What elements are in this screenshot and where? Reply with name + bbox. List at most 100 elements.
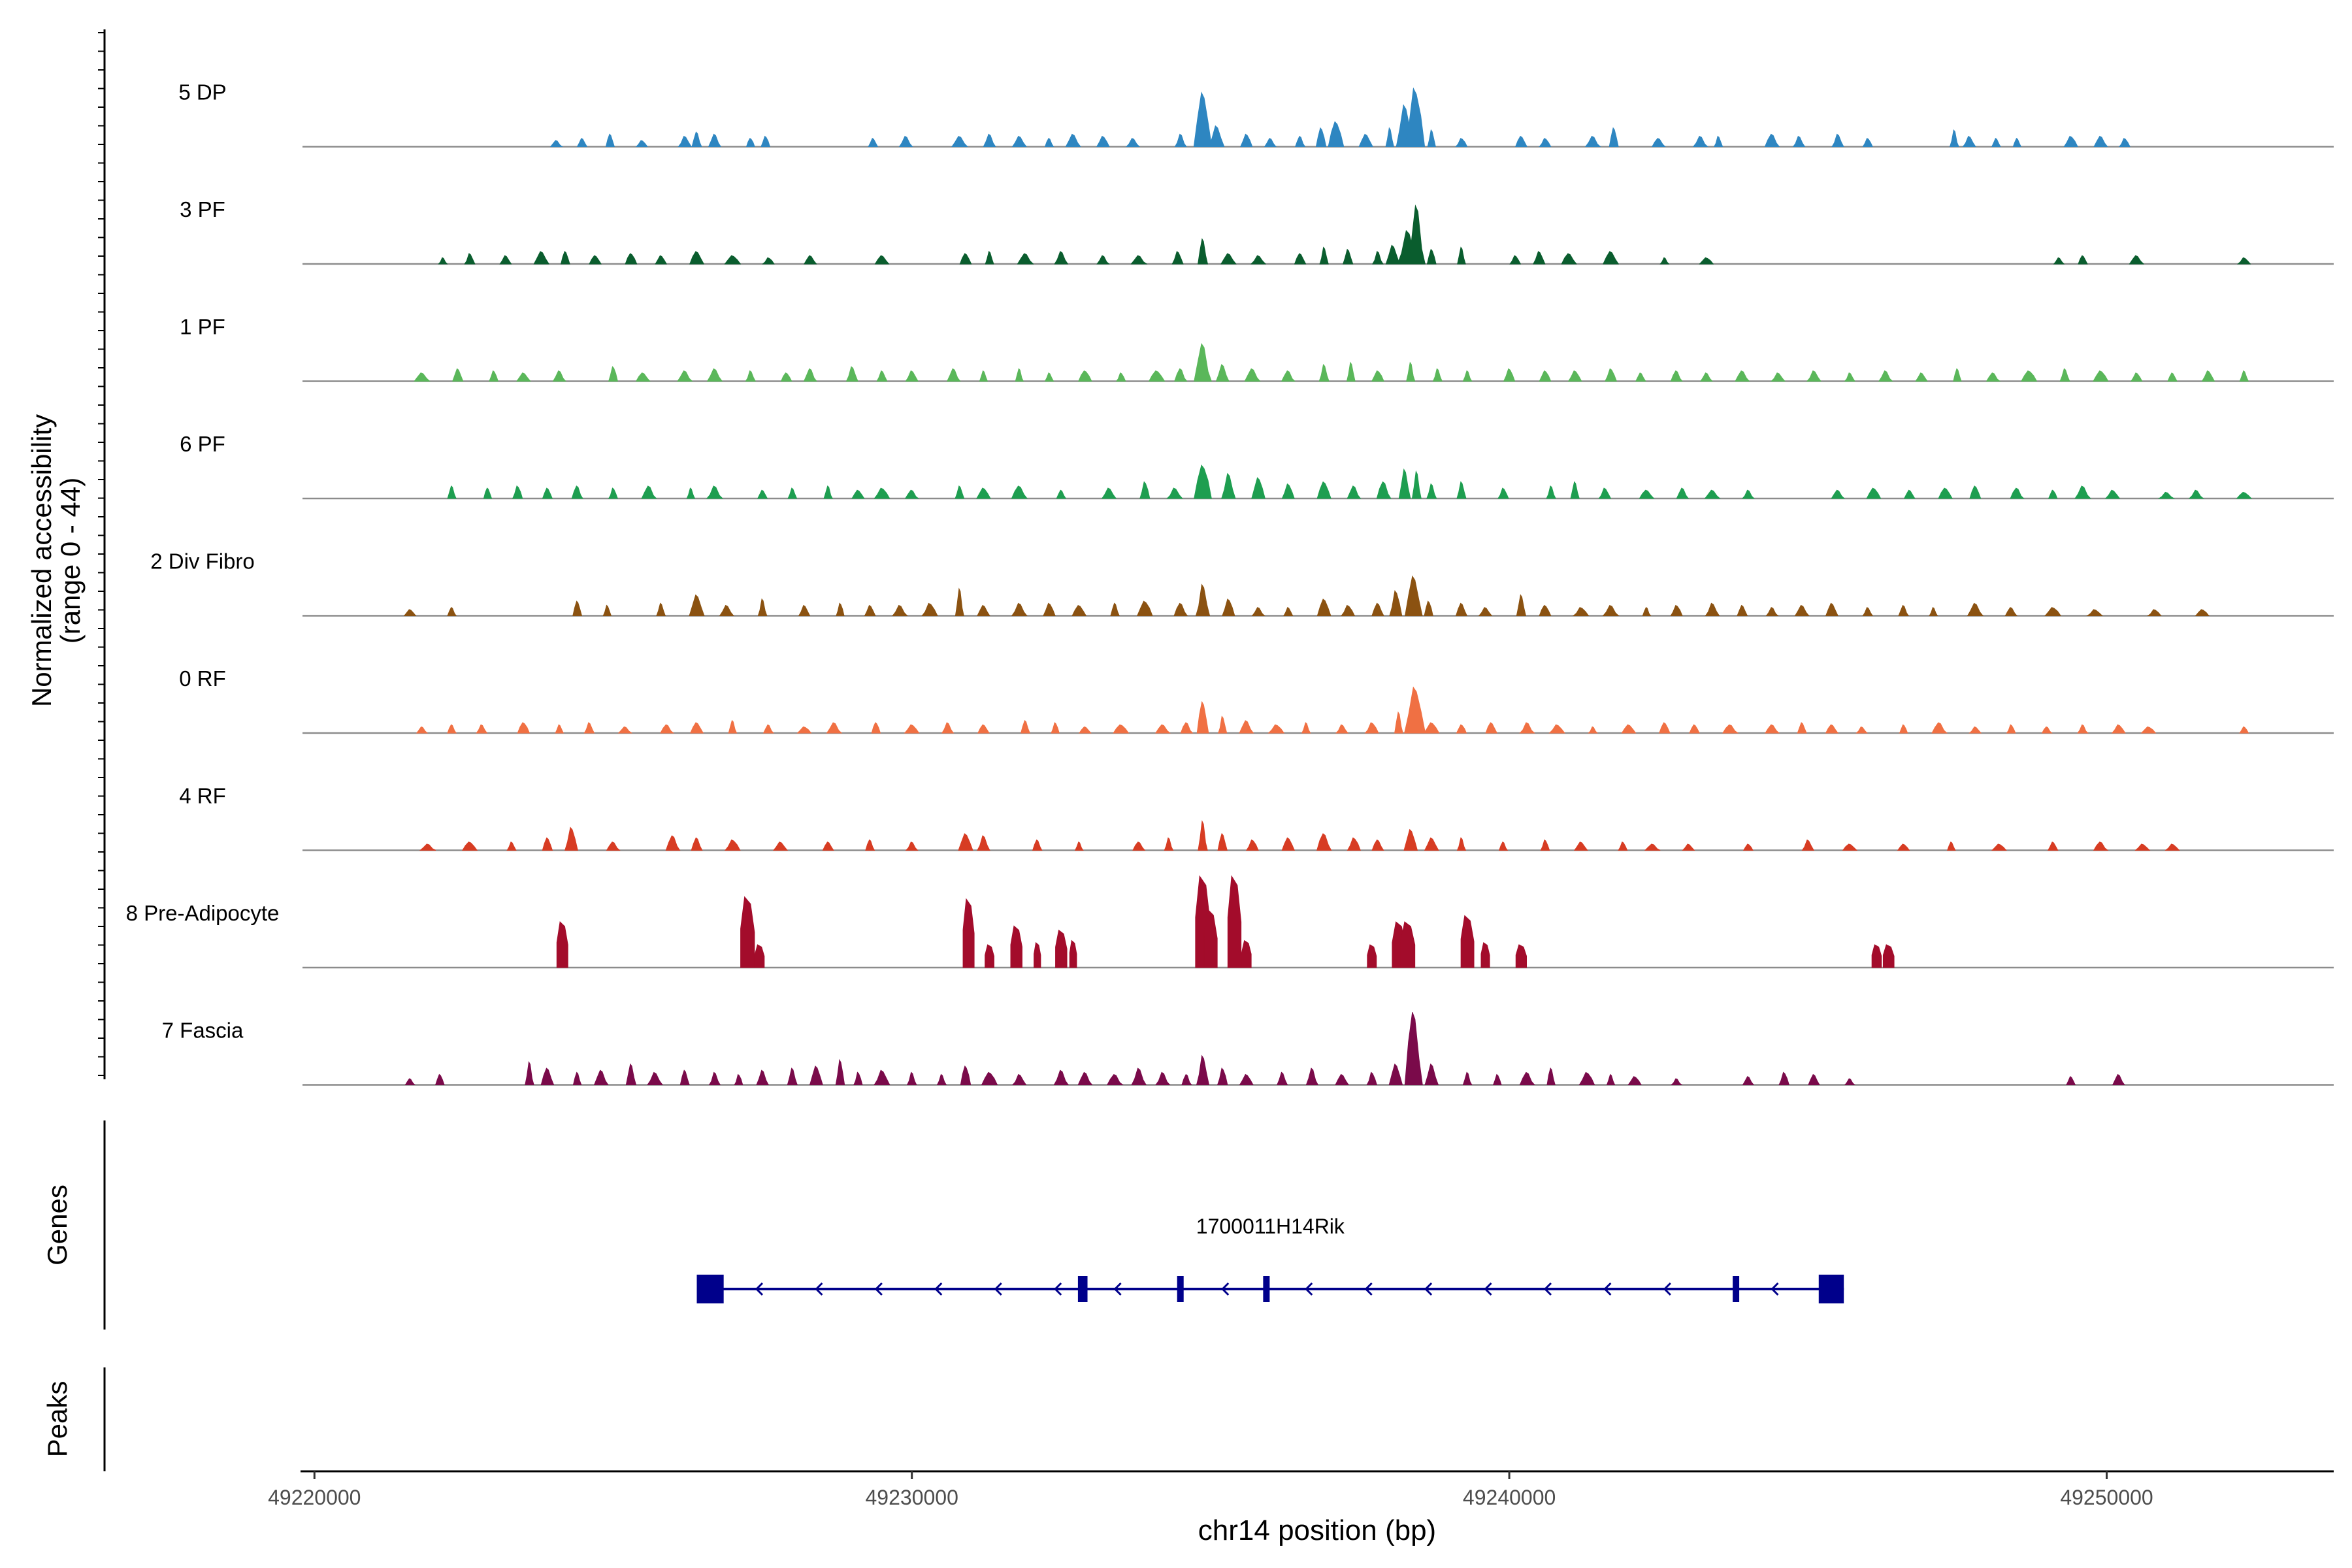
coverage-peak	[665, 835, 681, 851]
coverage-peak	[1424, 837, 1439, 851]
coverage-peak	[2129, 255, 2145, 265]
coverage-peak	[1455, 138, 1468, 147]
coverage-peak	[1764, 133, 1780, 147]
track-0-rf: 0 RF	[179, 666, 2334, 734]
coverage-peak	[809, 1065, 823, 1085]
coverage-peak	[874, 487, 890, 499]
coverage-peak	[1929, 606, 1938, 616]
track-label: 5 DP	[178, 80, 226, 105]
coverage-peak	[874, 255, 890, 265]
coverage-peak	[780, 372, 792, 382]
coverage-peak	[1405, 575, 1423, 616]
coverage-peak	[438, 257, 448, 265]
track-4-rf: 4 RF	[179, 784, 2334, 851]
coverage-peak	[1682, 843, 1695, 851]
coverage-peak	[1516, 594, 1527, 616]
coverage-peak	[1221, 472, 1236, 499]
coverage-peak	[1515, 944, 1527, 968]
coverage-peak	[1407, 204, 1426, 265]
coverage-peak	[845, 366, 858, 382]
coverage-peak	[1871, 944, 1882, 968]
coverage-peak	[1792, 135, 1806, 147]
coverage-peak	[976, 487, 991, 499]
coverage-peak	[2059, 368, 2070, 382]
coverage-peak	[2074, 485, 2091, 499]
coverage-peak	[826, 722, 843, 734]
coverage-peak	[1240, 133, 1253, 147]
coverage-peak	[955, 587, 964, 616]
coverage-peak	[1862, 607, 1874, 616]
coverage-peak	[1825, 724, 1839, 734]
coverage-peak	[1166, 487, 1183, 499]
coverage-peak	[564, 826, 578, 851]
track-2-div-fibro: 2 Div Fibro	[150, 549, 2334, 617]
coverage-peak	[1480, 941, 1490, 968]
coverage-peak	[1011, 135, 1027, 147]
coverage-peak	[464, 253, 476, 265]
x-axis-title: chr14 position (bp)	[1198, 1514, 1436, 1546]
coverage-peak	[1316, 481, 1331, 499]
coverage-peak	[1132, 841, 1146, 851]
x-axis-ticks: 49220000 49230000 49240000 49250000	[268, 1471, 2153, 1509]
track-label: 1 PF	[180, 315, 225, 339]
coverage-peak	[691, 131, 702, 147]
coverage-peak	[798, 604, 811, 616]
coverage-peak	[1456, 724, 1467, 734]
coverage-peak	[525, 1060, 534, 1085]
coverage-peak	[941, 722, 955, 734]
coverage-peak	[1020, 720, 1031, 734]
coverage-peak	[608, 487, 619, 499]
coverage-peak	[1343, 248, 1354, 265]
coverage-peak	[983, 133, 996, 147]
coverage-peak	[1561, 253, 1577, 265]
coverage-peak	[1217, 833, 1228, 851]
coverage-peak	[2004, 607, 2018, 616]
coverage-peak	[1125, 138, 1141, 147]
coverage-peak	[1533, 251, 1546, 265]
genes-panel-label: Genes	[42, 1184, 73, 1266]
coverage-peak	[728, 719, 738, 734]
coverage-peak	[1659, 257, 1670, 265]
coverage-peak	[724, 255, 742, 265]
coverage-peak	[1011, 485, 1028, 499]
coverage-peak	[719, 604, 734, 616]
coverage-peak	[706, 485, 724, 499]
coverage-peak	[1347, 485, 1362, 499]
coverage-peak	[1570, 481, 1580, 499]
coverage-peak	[1215, 364, 1230, 382]
coverage-peak	[1077, 1071, 1093, 1085]
coverage-peak	[589, 255, 602, 265]
coverage-peak	[404, 1078, 416, 1085]
coverage-peak	[1844, 372, 1855, 382]
coverage-peak	[2093, 841, 2109, 851]
coverage-peak	[1991, 843, 2007, 851]
coverage-peak	[1277, 1071, 1288, 1085]
track-7-fascia: 7 Fascia	[162, 1011, 2334, 1086]
coverage-y-axis	[98, 29, 106, 1079]
coverage-y-label-line1: Normalized accessibility	[26, 414, 57, 707]
coverage-peak	[1196, 700, 1209, 734]
coverage-peak	[608, 366, 618, 382]
track-5-dp: 5 DP	[178, 80, 2334, 148]
coverage-peak	[572, 1071, 582, 1085]
coverage-peak	[1079, 726, 1092, 734]
coverage-peak	[1968, 726, 1982, 734]
coverage-peak	[2078, 255, 2088, 265]
coverage-peak	[977, 604, 990, 616]
coverage-peak	[1642, 607, 1652, 616]
strand-arrow	[934, 1282, 943, 1296]
coverage-peak	[1794, 604, 1810, 616]
coverage-peak	[655, 255, 668, 265]
coverage-peak	[419, 843, 436, 851]
coverage-peak	[2047, 841, 2059, 851]
coverage-peak	[1096, 255, 1110, 265]
coverage-peak	[1457, 246, 1466, 265]
strand-arrow	[1484, 1282, 1492, 1296]
coverage-peak	[1069, 939, 1077, 968]
coverage-peak	[1639, 489, 1655, 499]
coverage-peak	[1251, 607, 1266, 616]
coverage-peak	[1808, 1073, 1820, 1085]
coverage-peak	[892, 604, 908, 616]
coverage-peak	[1294, 135, 1306, 147]
